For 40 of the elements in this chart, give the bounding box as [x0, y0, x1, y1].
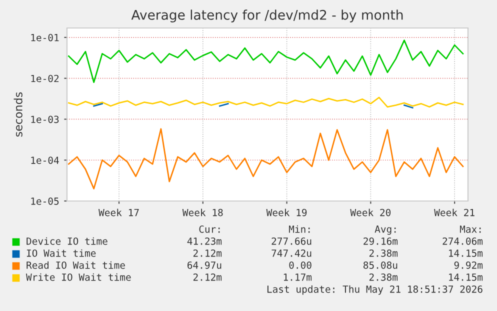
text: 64.97u — [188, 261, 222, 269]
text: 2.12m — [193, 273, 222, 281]
y-tick-label: 1e-02 — [31, 74, 59, 82]
text: 1.17m — [284, 274, 312, 281]
text: 85.08u — [364, 261, 398, 269]
text: 2.38m — [369, 273, 398, 281]
y-tick-label: 1e-05 — [31, 198, 59, 205]
text: 274.06m — [442, 237, 483, 245]
text: Max: — [460, 226, 481, 233]
y-axis-title: seconds — [14, 92, 22, 137]
y-tick-label: 1e-04 — [31, 156, 59, 164]
legend-label: Device IO time — [26, 237, 108, 245]
y-tick-label: 1e-01 — [31, 34, 59, 42]
text: 14.15m — [449, 274, 483, 281]
text: 29.16m — [364, 237, 398, 245]
x-tick-label: Week 21 — [434, 208, 474, 216]
line-series — [68, 96, 464, 108]
text: Avg: — [374, 226, 396, 235]
y-tick-label: 1e-03 — [31, 116, 59, 124]
text: Min: — [288, 225, 310, 233]
text: 0.00 — [289, 261, 312, 269]
x-tick-label: Week 17 — [98, 208, 139, 216]
text: 14.15m — [449, 250, 483, 257]
text: 9.92m — [454, 261, 483, 269]
line-series — [68, 40, 464, 83]
text: 277.66u — [272, 237, 312, 245]
text: Last update: Thu May 21 18:51:37 2026 — [267, 285, 482, 295]
text: 2.12m — [193, 249, 222, 257]
legend-label: Write IO Wait time — [26, 273, 131, 281]
legend-label: IO Wait time — [26, 249, 96, 257]
text: 41.23m — [187, 237, 222, 245]
text: 747.42u — [272, 249, 312, 257]
x-tick-label: Week 20 — [350, 208, 391, 216]
line-series — [68, 128, 464, 190]
legend-label: Read IO Wait time — [26, 261, 125, 269]
x-tick-label: Week 18 — [182, 208, 223, 216]
chart-title: Average latency for /dev/md2 - by month — [131, 10, 403, 22]
text: Cur: — [199, 225, 220, 233]
text: 2.38m — [369, 249, 398, 257]
x-tick-label: Week 19 — [266, 208, 307, 216]
